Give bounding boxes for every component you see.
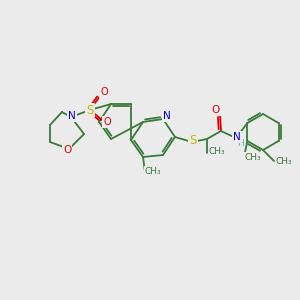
Text: H: H bbox=[237, 139, 243, 148]
Text: S: S bbox=[189, 134, 197, 148]
Text: CH₃: CH₃ bbox=[209, 148, 225, 157]
Text: CH₃: CH₃ bbox=[145, 167, 161, 176]
Text: S: S bbox=[86, 103, 94, 116]
Text: N: N bbox=[233, 132, 241, 142]
Text: O: O bbox=[103, 117, 111, 127]
Text: N: N bbox=[68, 111, 76, 121]
Text: O: O bbox=[212, 105, 220, 115]
Text: CH₃: CH₃ bbox=[276, 158, 292, 166]
Text: O: O bbox=[63, 145, 71, 155]
Text: N: N bbox=[163, 111, 171, 121]
Text: CH₃: CH₃ bbox=[244, 152, 261, 161]
Text: O: O bbox=[100, 87, 108, 97]
